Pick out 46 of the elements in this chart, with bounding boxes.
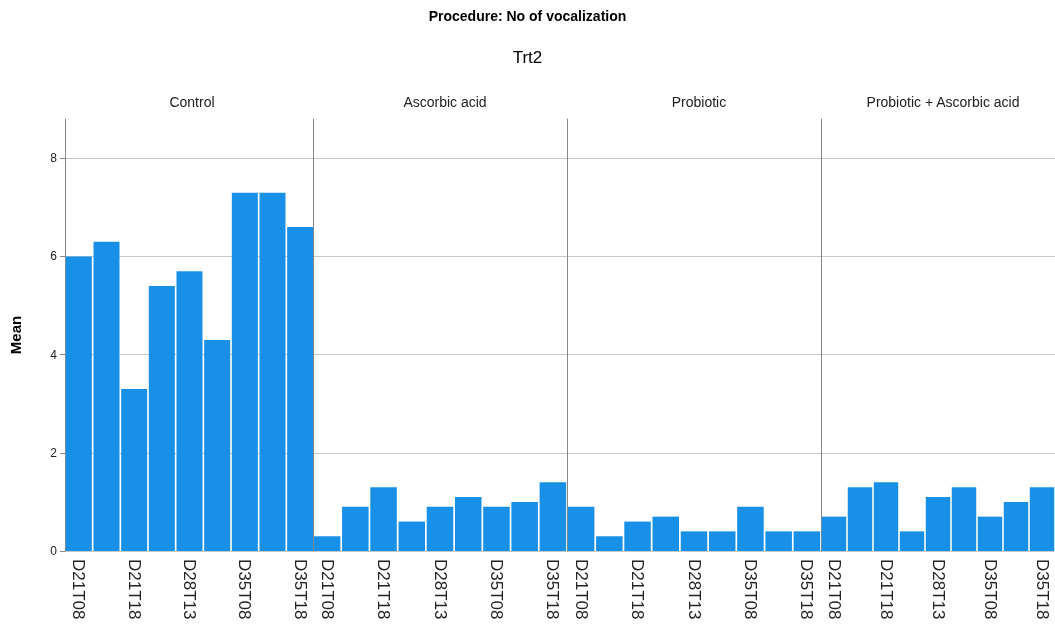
x-tick-label: D21T08 bbox=[69, 559, 89, 620]
chart-title: Probiotic + Ascorbic acid bbox=[866, 94, 1020, 110]
bar bbox=[873, 482, 899, 551]
x-tick-label: D28T13 bbox=[180, 559, 199, 620]
bar bbox=[680, 531, 708, 551]
chart-title: Probiotic bbox=[671, 94, 727, 110]
x-tick-label: D28T13 bbox=[430, 559, 450, 620]
bar bbox=[1003, 501, 1029, 551]
bar bbox=[925, 497, 951, 551]
x-tick-label: D35T18 bbox=[290, 559, 310, 620]
x-tick-label: D21T18 bbox=[876, 559, 896, 620]
bar bbox=[652, 516, 680, 551]
x-tick-label: D35T08 bbox=[740, 559, 760, 620]
bar bbox=[454, 497, 482, 551]
bar bbox=[398, 521, 426, 551]
y-tick-label: 6 bbox=[50, 249, 58, 264]
y-tick-label: 2 bbox=[50, 445, 58, 460]
bar bbox=[847, 487, 873, 551]
chart-title: Ascorbic acid bbox=[403, 94, 487, 110]
x-tick-label: D35T08 bbox=[235, 559, 255, 620]
x-tick-label: D21T18 bbox=[628, 559, 648, 620]
x-tick-label: D28T13 bbox=[684, 559, 704, 620]
bar bbox=[708, 531, 736, 551]
y-tick-label: 8 bbox=[50, 151, 58, 166]
x-tick-label: D21T18 bbox=[124, 559, 144, 620]
x-tick-label: D35T18 bbox=[543, 559, 563, 620]
x-tick-label: D21T08 bbox=[317, 559, 337, 620]
x-tick-label: D21T08 bbox=[571, 559, 591, 620]
bar bbox=[951, 487, 977, 551]
x-tick-label: D35T08 bbox=[486, 559, 506, 620]
x-tick-label: D35T18 bbox=[797, 559, 817, 620]
bar bbox=[977, 516, 1003, 551]
y-tick-label: 0 bbox=[50, 544, 58, 558]
x-tick-label: D35T18 bbox=[1032, 559, 1052, 620]
bar bbox=[899, 531, 925, 551]
y-axis-title: Mean bbox=[7, 315, 24, 355]
text: Procedure: No of vocalization bbox=[427, 8, 628, 24]
x-tick-label: D21T08 bbox=[824, 559, 844, 620]
chart-title: Control bbox=[169, 94, 215, 110]
x-tick-label: D35T08 bbox=[980, 559, 1000, 620]
bar bbox=[426, 506, 454, 551]
x-tick-label: D21T18 bbox=[374, 559, 394, 620]
text: Trt2 bbox=[511, 48, 544, 68]
x-tick-label: D28T13 bbox=[928, 559, 948, 620]
y-tick-label: 4 bbox=[50, 347, 58, 362]
bar bbox=[1029, 487, 1055, 551]
